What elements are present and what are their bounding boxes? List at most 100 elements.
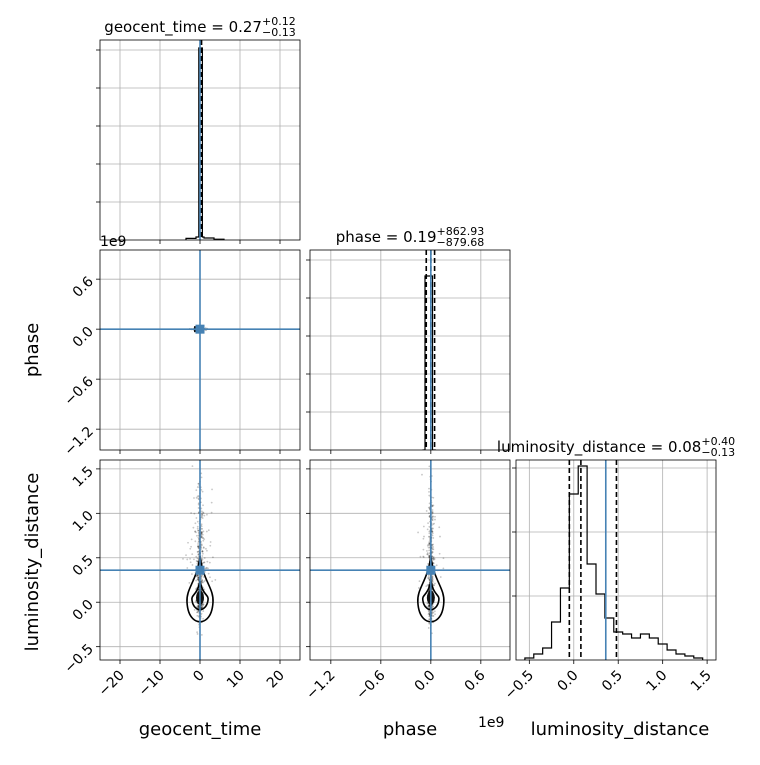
sample-point	[431, 555, 434, 558]
sample-point	[205, 566, 208, 569]
sample-point	[201, 579, 204, 582]
sample-point	[428, 515, 431, 518]
sample-point	[428, 544, 431, 547]
sample-point	[197, 576, 200, 579]
sample-point	[193, 497, 195, 499]
sample-point	[431, 504, 434, 507]
sample-point	[197, 482, 200, 485]
sample-point	[196, 611, 199, 614]
sample-point	[188, 581, 191, 584]
sample-point	[200, 604, 203, 607]
sample-point	[201, 604, 204, 607]
sample-point	[209, 541, 212, 543]
sample-point	[208, 561, 211, 564]
xtick-label-phase: −0.6	[353, 667, 388, 702]
sample-point	[428, 618, 431, 621]
sample-point	[195, 531, 197, 534]
sample-point	[197, 579, 200, 581]
sample-point	[439, 576, 442, 578]
sample-point	[196, 495, 199, 498]
sample-point	[428, 532, 431, 535]
sample-point	[427, 610, 430, 613]
sample-point	[201, 581, 204, 584]
sample-point	[201, 515, 203, 518]
sample-point	[431, 510, 434, 513]
sample-point	[201, 536, 204, 539]
sample-point	[200, 514, 203, 516]
offset-note-phase-x: 1e9	[478, 715, 504, 731]
ylabel-luminosity_distance: luminosity_distance	[22, 473, 43, 652]
sample-point	[201, 535, 203, 538]
sample-point	[431, 605, 434, 608]
sample-point	[435, 564, 438, 567]
sample-point	[432, 584, 435, 587]
sample-point	[428, 574, 430, 577]
sample-point	[201, 574, 203, 577]
sample-point	[428, 556, 431, 559]
sample-point	[431, 580, 434, 583]
ytick-label-phase: 0.6	[70, 274, 97, 301]
sample-point	[427, 506, 430, 509]
title-upper-error: +0.40	[701, 435, 735, 448]
sample-point	[202, 576, 205, 578]
sample-point	[431, 550, 434, 553]
sample-point	[432, 496, 435, 499]
xtick-label-geocent_time: 20	[264, 668, 288, 692]
sample-point	[427, 522, 429, 525]
sample-point	[197, 605, 200, 608]
sample-point	[432, 548, 435, 551]
sample-point	[200, 525, 203, 528]
xtick-label-luminosity_distance: −0.5	[502, 668, 537, 703]
sample-point	[203, 588, 206, 591]
xtick-label-geocent_time: 10	[224, 668, 248, 692]
sample-point	[427, 543, 430, 546]
sample-point	[431, 532, 434, 535]
sample-point	[442, 557, 445, 560]
sample-point	[431, 517, 434, 520]
sample-point	[195, 517, 198, 519]
sample-point	[194, 530, 197, 533]
sample-point	[197, 502, 200, 505]
xtick-label-luminosity_distance: 1.5	[688, 668, 715, 695]
sample-point	[432, 611, 435, 614]
sample-point	[194, 530, 196, 533]
sample-point	[205, 547, 207, 550]
sample-point	[421, 473, 423, 476]
sample-point	[202, 537, 205, 540]
sample-point	[200, 527, 203, 530]
xtick-label-phase: 0.6	[462, 667, 489, 694]
sample-point	[431, 551, 434, 554]
sample-point	[431, 543, 434, 546]
sample-point	[197, 547, 200, 550]
sample-point	[195, 496, 198, 499]
sample-point	[196, 525, 199, 528]
sample-point	[432, 546, 435, 548]
sample-point	[197, 604, 200, 607]
sample-point	[195, 579, 198, 582]
sample-point	[433, 584, 435, 587]
sample-point	[211, 488, 213, 491]
sample-point	[197, 541, 200, 544]
sample-point	[202, 511, 204, 514]
sample-point	[202, 604, 204, 606]
ytick-label-phase: −1.2	[61, 424, 96, 459]
sample-point	[207, 567, 209, 570]
sample-point	[202, 546, 205, 549]
sample-point	[197, 503, 200, 506]
sample-point	[201, 527, 204, 530]
sample-point	[200, 580, 203, 583]
sample-point	[427, 577, 430, 580]
sample-point	[196, 557, 199, 560]
sample-point	[197, 605, 199, 608]
sample-point	[202, 512, 205, 514]
sample-point	[202, 617, 205, 620]
sample-point	[202, 530, 205, 533]
sample-point	[210, 511, 213, 514]
sample-point	[200, 576, 203, 579]
sample-point	[196, 534, 198, 537]
sample-point	[201, 555, 204, 557]
sample-point	[202, 547, 205, 549]
sample-point	[206, 513, 208, 516]
sample-point	[201, 606, 204, 609]
sample-point	[419, 555, 422, 558]
